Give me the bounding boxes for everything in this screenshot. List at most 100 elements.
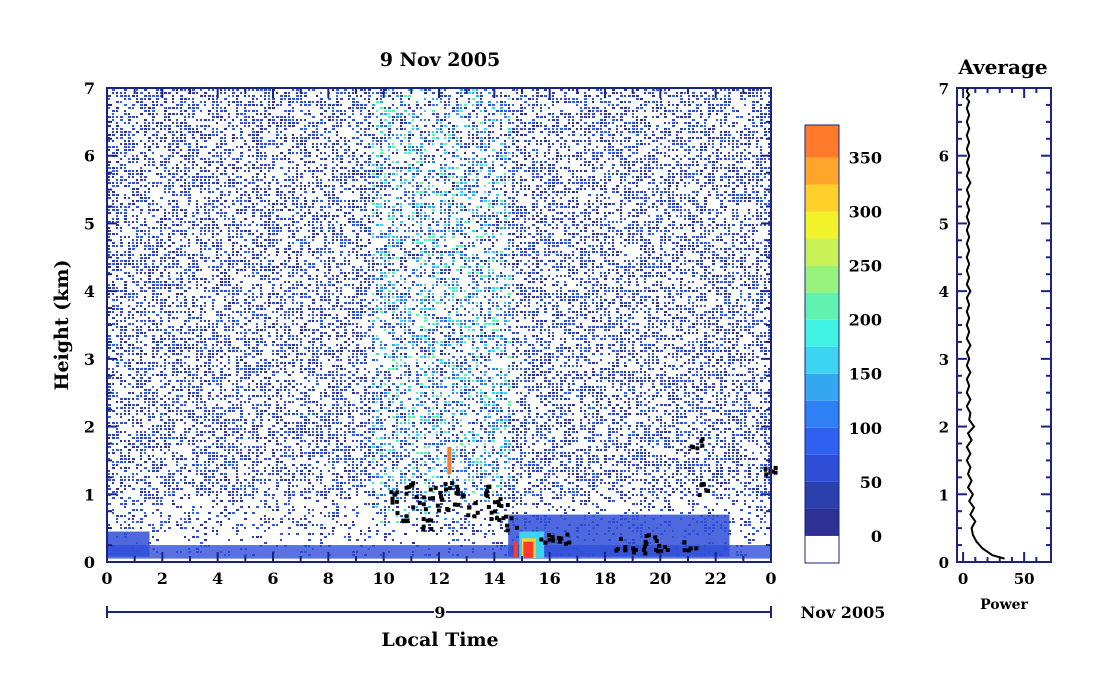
echo-speck: [435, 503, 440, 508]
echo-speck: [433, 485, 438, 490]
echo-speck: [505, 523, 510, 528]
x-axis-label: Local Time: [381, 629, 498, 651]
average-axis-ticks: 0 1 2 3 4 5 6 7 0 50: [939, 80, 1051, 588]
echo-speck: [773, 465, 778, 470]
echo-speck: [404, 514, 409, 519]
colorbar-tick-label: 50: [860, 473, 882, 492]
echo-speck: [429, 526, 434, 531]
colorbar-tick-label: 100: [849, 419, 882, 438]
echo-speck: [466, 513, 471, 518]
echo-speck: [409, 482, 414, 487]
echo-speck: [411, 505, 416, 510]
colorbar-swatch: [805, 125, 839, 158]
echo-speck: [446, 508, 451, 513]
y-tick-label: 5: [84, 214, 95, 233]
echo-speck: [659, 549, 664, 554]
echo-speck: [641, 547, 646, 552]
x-tick-label: 20: [649, 569, 671, 588]
heatmap-cells: [108, 89, 771, 556]
echo-speck: [551, 538, 556, 543]
echo-speck: [456, 502, 461, 507]
date-axis-gap: [434, 604, 446, 620]
echo-speck: [417, 500, 422, 505]
colorbar-tick-labels: 0 50 100 150 200 250 300 350: [849, 148, 882, 546]
colorbar-swatch: [805, 184, 839, 212]
echo-speck: [550, 535, 555, 540]
echo-speck: [421, 502, 426, 507]
echo-speck: [646, 533, 651, 538]
echo-speck: [438, 490, 443, 495]
echo-speck: [503, 514, 508, 519]
echo-speck: [421, 517, 426, 522]
echo-speck: [495, 516, 500, 521]
echo-speck: [539, 537, 544, 542]
average-power-line: [965, 87, 1005, 560]
echo-speck: [394, 499, 399, 504]
echo-speck: [643, 539, 648, 544]
avg-y-tick-label: 4: [939, 283, 949, 301]
echo-speck: [556, 535, 561, 540]
avg-y-tick-label: 3: [939, 351, 949, 369]
echo-speck: [452, 502, 457, 507]
echo-speck: [695, 446, 700, 451]
avg-x-tick-label: 0: [958, 570, 968, 588]
echo-speck: [694, 546, 699, 551]
echo-speck: [665, 547, 670, 552]
echo-speck: [653, 535, 658, 540]
echo-speck: [425, 518, 430, 523]
echo-speck: [467, 505, 472, 510]
echo-speck: [682, 548, 687, 553]
echo-speck: [389, 490, 394, 495]
echo-speck: [428, 487, 433, 492]
x-tick-label: 10: [373, 569, 395, 588]
rain-core-red: [523, 541, 534, 558]
average-plot: Average 0 1 2 3 4 5 6 7 0 50 Power: [939, 55, 1052, 613]
echo-speck: [428, 496, 433, 501]
echo-speck: [497, 517, 502, 522]
colorbar-swatch: [805, 454, 839, 482]
average-title: Average: [957, 55, 1047, 79]
echo-speck: [631, 550, 636, 555]
colorbar-swatch: [805, 346, 839, 374]
echo-speck: [411, 481, 416, 486]
echo-speck: [623, 547, 628, 552]
colorbar-tick-label: 200: [849, 311, 882, 330]
echo-speck: [682, 540, 687, 545]
colorbar-swatch: [805, 508, 839, 536]
colorbar-swatch: [805, 481, 839, 509]
x-tick-label: 16: [539, 569, 561, 588]
echo-speck: [567, 540, 572, 545]
echo-speck: [642, 544, 647, 549]
x-tick-label: 18: [594, 569, 616, 588]
echo-speck: [764, 472, 769, 477]
colorbar-swatch: [805, 292, 839, 320]
echo-speck: [390, 500, 395, 505]
colorbar-swatch: [805, 238, 839, 266]
echo-speck: [414, 495, 419, 500]
echo-speck: [406, 485, 411, 490]
colorbar-swatch: [805, 157, 839, 185]
echo-speck: [443, 482, 448, 487]
echo-speck: [487, 485, 492, 490]
avg-x-tick-label: 50: [1014, 570, 1035, 588]
echo-speck: [429, 518, 434, 523]
echo-speck: [421, 524, 426, 529]
chart-title: 9 Nov 2005: [380, 49, 500, 71]
echo-speck: [700, 437, 705, 442]
echo-speck: [543, 540, 548, 545]
echo-speck: [663, 545, 668, 550]
avg-y-tick-label: 7: [939, 80, 949, 98]
echo-speck: [557, 539, 562, 544]
echo-speck: [439, 497, 444, 502]
echo-speck: [699, 439, 704, 444]
colorbar-tick-label: 0: [871, 527, 882, 546]
colorbar-swatch: [805, 319, 839, 347]
echo-speck: [563, 541, 568, 546]
echo-speck: [514, 525, 519, 530]
echo-speck: [689, 444, 694, 449]
avg-y-tick-label: 2: [939, 419, 949, 437]
echo-speck: [501, 516, 506, 521]
echo-speck: [483, 492, 488, 497]
